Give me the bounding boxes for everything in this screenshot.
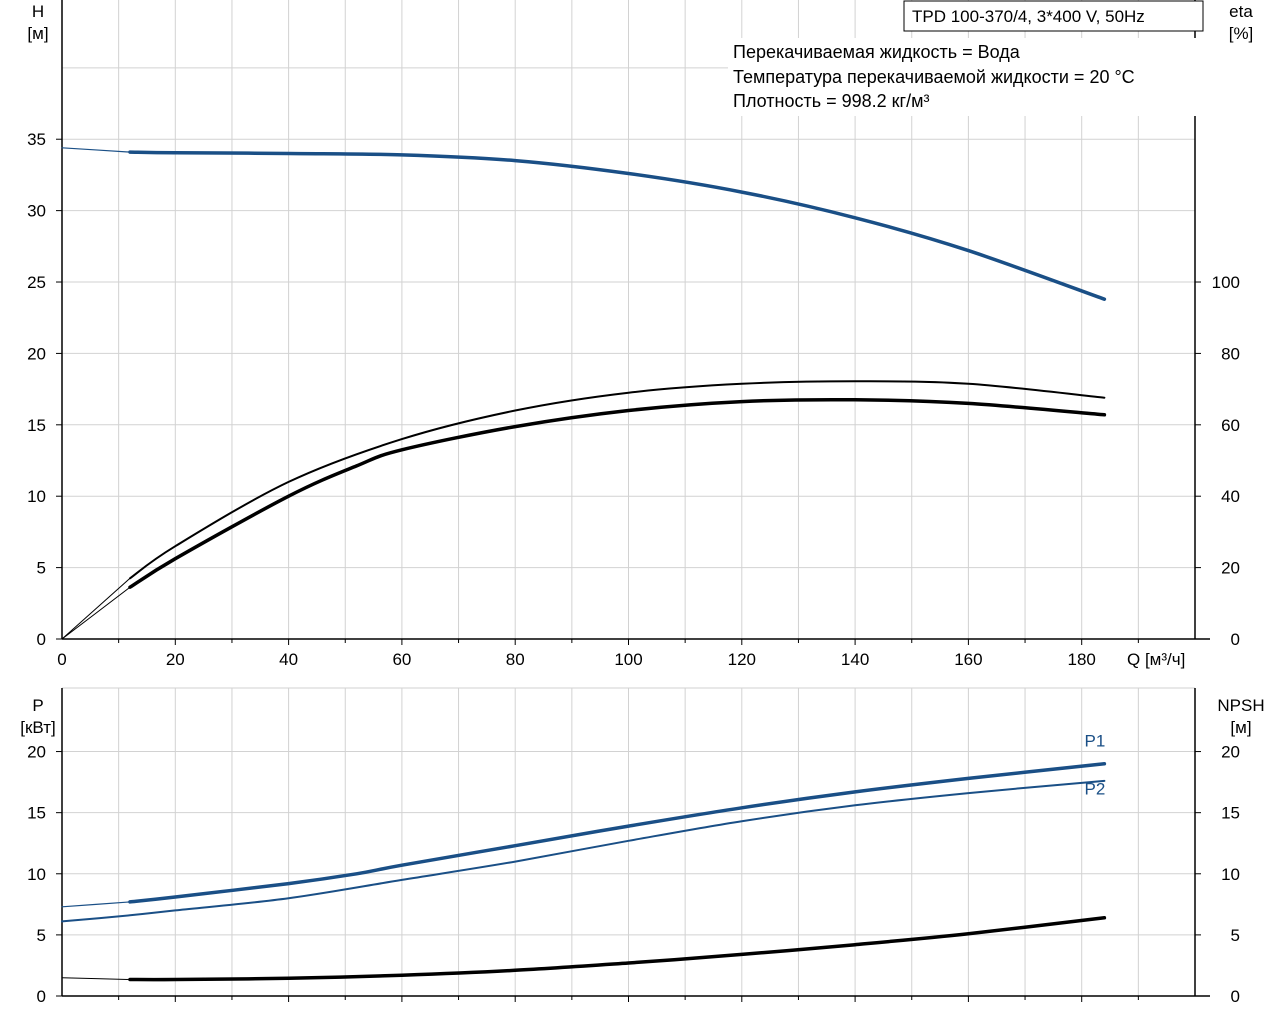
right-tick-label: 15 bbox=[1221, 804, 1240, 823]
left-tick-label: 15 bbox=[27, 416, 46, 435]
left-axis-unit: [кВт] bbox=[20, 718, 55, 737]
top-panel-series-2 bbox=[129, 380, 1106, 580]
info-box-title: TPD 100-370/4, 3*400 V, 50Hz bbox=[912, 7, 1145, 26]
left-axis-unit: [м] bbox=[27, 24, 48, 43]
x-tick-label: 100 bbox=[614, 650, 642, 669]
x-tick-label: 140 bbox=[841, 650, 869, 669]
left-tick-label: 20 bbox=[27, 743, 46, 762]
left-tick-label: 20 bbox=[27, 344, 46, 363]
bottom-panel-series-2 bbox=[61, 779, 1106, 923]
x-tick-label: 80 bbox=[506, 650, 525, 669]
top-panel-series-1 bbox=[61, 147, 131, 153]
right-tick-label: 40 bbox=[1221, 487, 1240, 506]
right-tick-label: 100 bbox=[1212, 273, 1240, 292]
bottom-panel-series-4 bbox=[61, 977, 131, 980]
left-tick-label: 35 bbox=[27, 130, 46, 149]
left-tick-label: 0 bbox=[37, 630, 46, 649]
annotation-density: Плотность = 998.2 кг/м³ bbox=[733, 91, 929, 111]
annotations: Перекачиваемая жидкость = Вода Температу… bbox=[728, 38, 1200, 116]
x-axis-label: Q [м³/ч] bbox=[1127, 650, 1185, 669]
left-axis-title: H bbox=[32, 2, 44, 21]
right-tick-label: 80 bbox=[1221, 344, 1240, 363]
series-label-p1: P1 bbox=[1085, 732, 1106, 751]
left-tick-label: 0 bbox=[37, 987, 46, 1006]
bottom-panel-series-0 bbox=[128, 762, 1107, 904]
x-tick-label: 20 bbox=[166, 650, 185, 669]
bottom-panel: 0 5 10 15 20 0 5 10 15 20 P [кВт] NPSH [м] P1 P2 bbox=[20, 687, 1265, 1006]
left-tick-label: 30 bbox=[27, 202, 46, 221]
right-tick-label: 20 bbox=[1221, 743, 1240, 762]
right-axis-unit: [%] bbox=[1229, 24, 1254, 43]
right-tick-label: 60 bbox=[1221, 416, 1240, 435]
left-tick-label: 15 bbox=[27, 804, 46, 823]
annotation-temperature: Температура перекачиваемой жидкости = 20… bbox=[733, 67, 1135, 87]
x-tick-label: 40 bbox=[279, 650, 298, 669]
top-panel-series-5 bbox=[61, 586, 131, 640]
left-axis-title: P bbox=[32, 696, 43, 715]
x-tick-label: 180 bbox=[1068, 650, 1096, 669]
right-tick-label: 20 bbox=[1221, 559, 1240, 578]
left-tick-label: 5 bbox=[37, 926, 46, 945]
info-box-frame bbox=[903, 0, 1204, 32]
left-tick-label: 10 bbox=[27, 865, 46, 884]
x-tick-label: 60 bbox=[392, 650, 411, 669]
top-panel-series-0 bbox=[128, 150, 1107, 301]
bottom-panel-series-3 bbox=[128, 916, 1107, 982]
annotation-background bbox=[728, 38, 1200, 116]
right-tick-label: 0 bbox=[1231, 630, 1240, 649]
left-tick-label: 25 bbox=[27, 273, 46, 292]
bottom-panel-series-1 bbox=[61, 901, 131, 908]
top-panel-series-3 bbox=[61, 577, 131, 640]
right-tick-label: 10 bbox=[1221, 865, 1240, 884]
x-tick-label: 160 bbox=[954, 650, 982, 669]
right-axis-title: NPSH bbox=[1217, 696, 1264, 715]
top-panel-series-4 bbox=[128, 397, 1107, 589]
right-tick-label: 0 bbox=[1231, 987, 1240, 1006]
x-tick-label: 0 bbox=[57, 650, 66, 669]
left-tick-label: 10 bbox=[27, 487, 46, 506]
x-tick-label: 120 bbox=[728, 650, 756, 669]
left-tick-label: 5 bbox=[37, 559, 46, 578]
right-axis-title: eta bbox=[1229, 2, 1253, 21]
info-box: TPD 100-370/4, 3*400 V, 50Hz bbox=[903, 0, 1204, 32]
series-label-p2: P2 bbox=[1085, 779, 1106, 798]
right-axis-unit: [м] bbox=[1230, 718, 1251, 737]
right-tick-label: 5 bbox=[1231, 926, 1240, 945]
annotation-fluid: Перекачиваемая жидкость = Вода bbox=[733, 42, 1021, 62]
